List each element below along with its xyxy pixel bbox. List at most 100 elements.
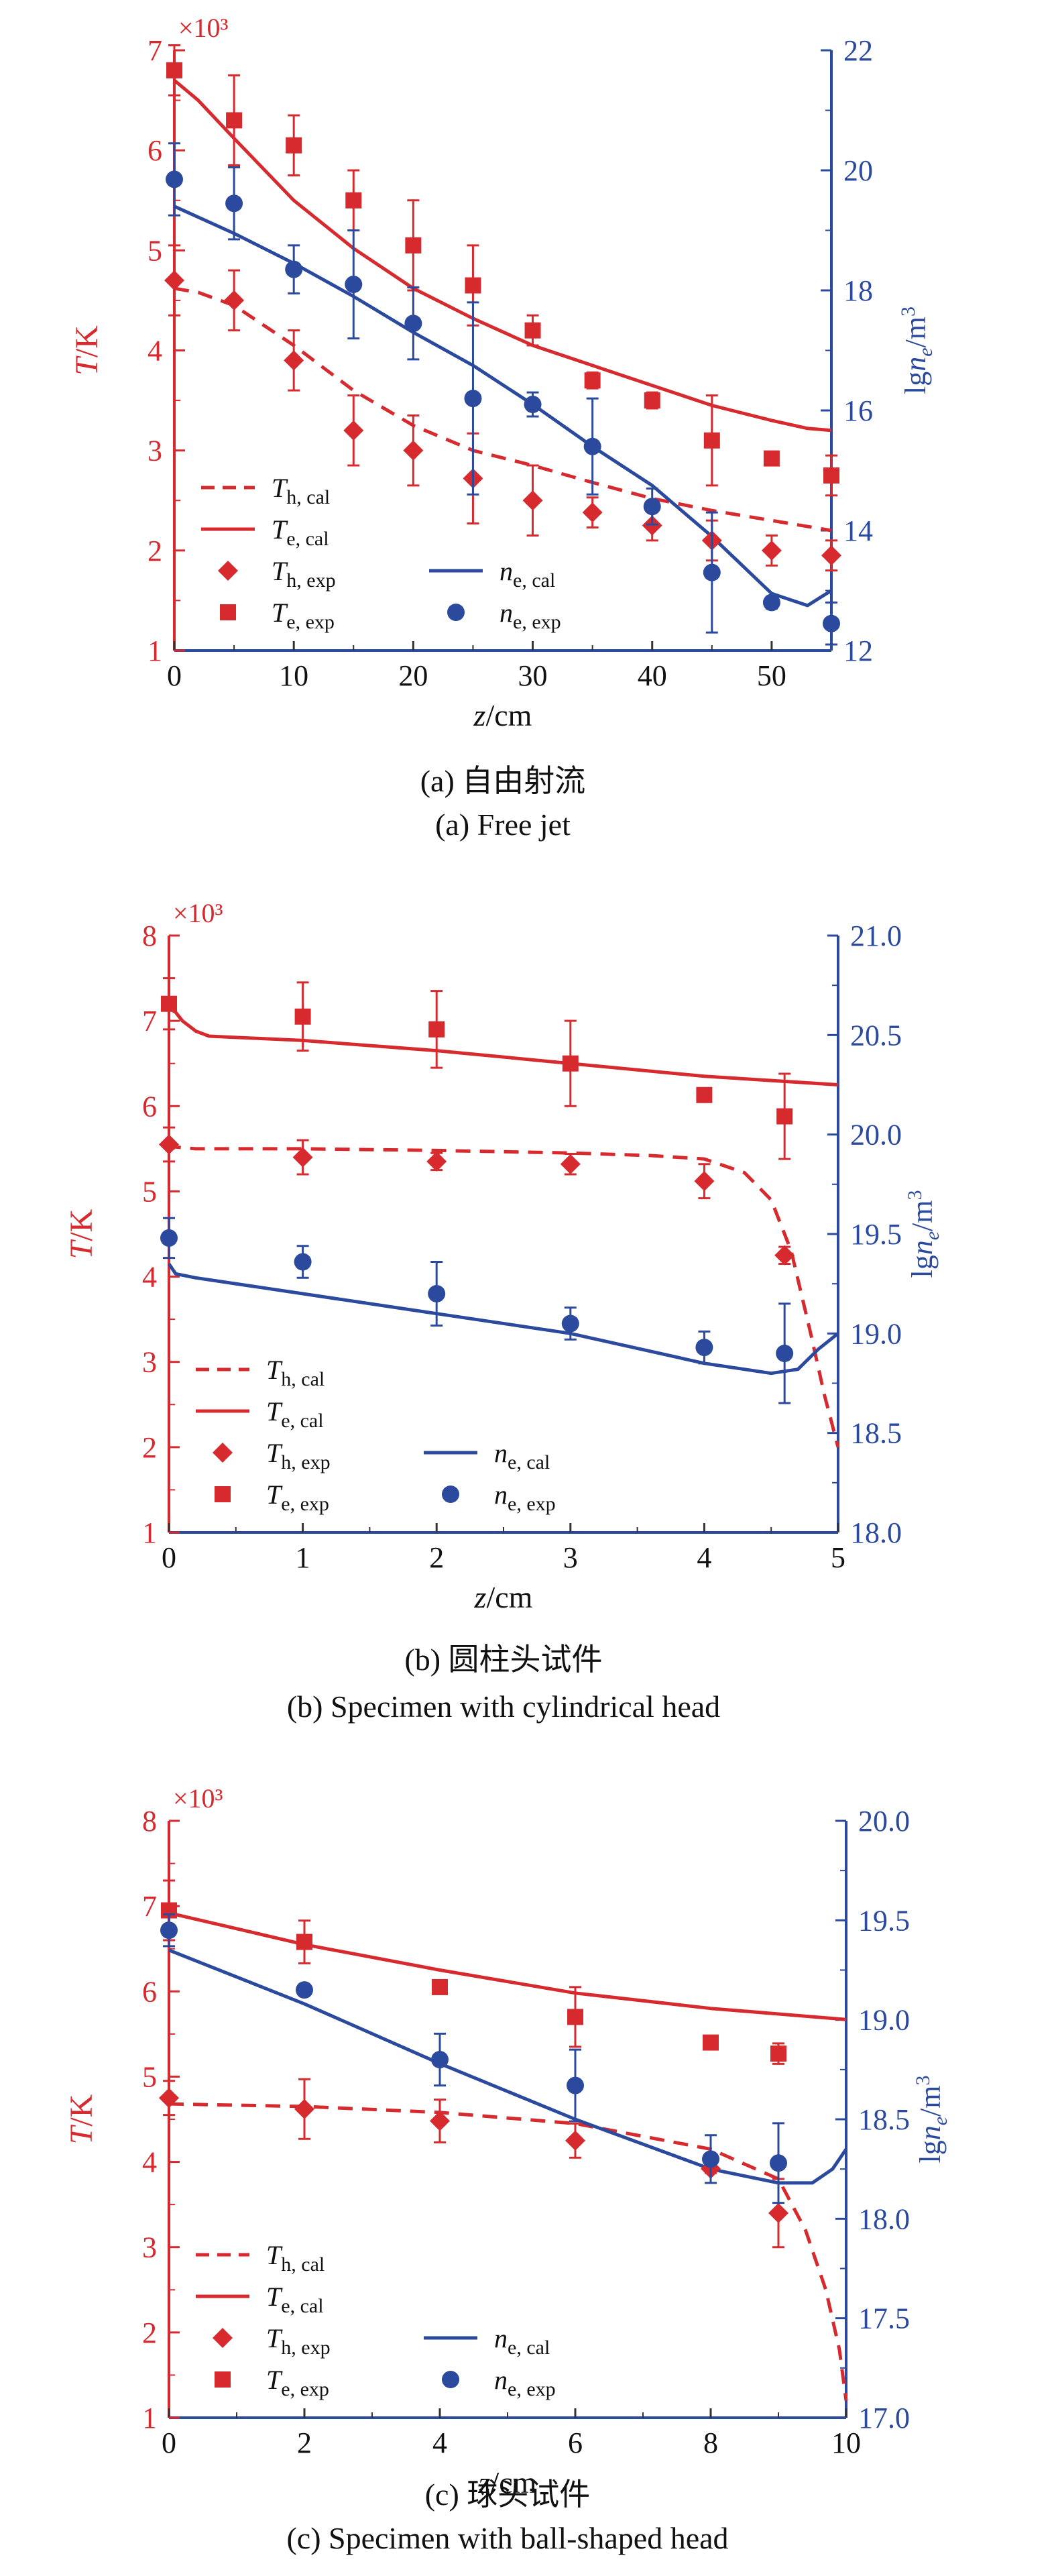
- data-point: [159, 1134, 179, 1155]
- legend: Th, cal Te, cal Th, exp Te, exp ne, cal ne, e…: [196, 2240, 556, 2400]
- legend-item: ne, exp: [447, 598, 561, 633]
- data-point: [430, 2111, 450, 2131]
- data-point: [776, 1345, 794, 1362]
- left-tick-label: 4: [142, 1261, 157, 1294]
- data-point: [296, 1934, 312, 1950]
- series-line: [168, 1006, 839, 1086]
- caption-english: (c) Specimen with ball-shaped head: [286, 2521, 728, 2555]
- left-tick-label: 5: [142, 1175, 157, 1208]
- series-t-e-exp: [161, 977, 793, 1160]
- right-tick-label: 17.0: [858, 2402, 910, 2434]
- data-point: [431, 2051, 449, 2068]
- data-point: [761, 540, 782, 561]
- legend-item: ne, cal: [424, 2323, 550, 2359]
- series-t-e-cal: [168, 1911, 847, 2021]
- series-t-e-cal: [168, 1006, 839, 1086]
- legend-label: Th, exp: [266, 1438, 331, 1473]
- series-t-h-cal: [168, 1139, 840, 1448]
- legend-label: Te, cal: [266, 2282, 324, 2317]
- left-tick-label: 6: [142, 1090, 157, 1123]
- legend-item: Th, exp: [218, 556, 336, 592]
- data-point: [703, 432, 720, 449]
- right-tick-label: 20.0: [850, 1119, 902, 1152]
- right-tick-label: 20.0: [858, 1805, 910, 1838]
- left-tick-label: 4: [148, 335, 162, 368]
- data-point: [565, 2130, 585, 2151]
- series-t-h-cal: [168, 2102, 848, 2401]
- x-tick-label: 30: [518, 659, 548, 692]
- data-point: [166, 170, 183, 188]
- data-point: [643, 498, 661, 516]
- data-point: [762, 594, 780, 612]
- legend-marker: [442, 2371, 459, 2388]
- data-point: [703, 2034, 719, 2051]
- legend-label: Te, cal: [272, 514, 329, 550]
- series-t-e-exp: [161, 1879, 786, 2065]
- left-tick-label: 1: [148, 634, 162, 667]
- x-tick-label: 4: [697, 1541, 711, 1574]
- x-tick-label: 3: [563, 1541, 578, 1574]
- data-point: [567, 2076, 584, 2094]
- x-tick-label: 6: [568, 2426, 583, 2459]
- data-point: [770, 2046, 786, 2062]
- legend-label: ne, cal: [494, 2323, 550, 2359]
- x-axis-label: z/cm: [473, 698, 532, 732]
- right-axis-label: lgne/m3: [912, 2075, 951, 2163]
- left-tick-label: 7: [142, 1890, 157, 1923]
- data-point: [345, 192, 362, 209]
- x-tick-label: 10: [279, 659, 308, 692]
- x-axis-label: z/cm: [474, 1580, 533, 1614]
- data-point: [823, 614, 840, 632]
- legend-item: Th, cal: [196, 2240, 325, 2276]
- series-t-h-exp: [159, 1126, 795, 1266]
- legend-marker: [215, 2371, 231, 2388]
- left-tick-label: 2: [142, 2316, 157, 2349]
- series-n-e-cal: [168, 1948, 848, 2185]
- data-point: [703, 563, 721, 581]
- data-point: [286, 137, 302, 154]
- right-tick-label: 17.5: [858, 2302, 910, 2335]
- x-tick-label: 8: [703, 2426, 718, 2459]
- legend-label: Th, exp: [266, 2323, 331, 2359]
- right-tick-label: 12: [843, 634, 873, 667]
- x-tick-label: 0: [162, 2426, 176, 2459]
- left-tick-label: 7: [148, 34, 162, 67]
- left-axis-label: T/K: [64, 1209, 99, 1259]
- data-point: [345, 276, 363, 294]
- left-tick-label: 3: [142, 2231, 157, 2264]
- caption-chinese: (a) 自由射流: [420, 764, 586, 798]
- left-tick-label: 5: [148, 234, 162, 267]
- data-point: [432, 1978, 448, 1995]
- data-point: [294, 2098, 314, 2119]
- legend-marker: [213, 1443, 233, 1463]
- series-line: [168, 2102, 848, 2401]
- caption-chinese: (b) 圆柱头试件: [404, 1642, 602, 1677]
- data-point: [522, 490, 543, 511]
- legend-marker: [213, 2328, 233, 2348]
- left-tick-label: 1: [142, 2402, 157, 2434]
- legend-label: ne, exp: [494, 1479, 556, 1515]
- data-point: [776, 1108, 793, 1125]
- series-t-h-exp: [164, 244, 841, 572]
- legend-marker: [442, 1486, 459, 1503]
- right-tick-label: 19.5: [858, 1904, 910, 1937]
- series-n-e-exp: [160, 1217, 794, 1404]
- legend-label: Th, cal: [272, 473, 330, 508]
- left-tick-label: 8: [142, 919, 157, 952]
- legend-item: ne, cal: [429, 556, 555, 592]
- chart-panel-1: 0 1 2 3 4 51234567818.018.519.019.520.020.521…: [64, 898, 943, 1724]
- left-tick-label: 8: [142, 1805, 157, 1838]
- legend-marker: [215, 1486, 231, 1502]
- legend-item: Te, cal: [196, 2282, 324, 2317]
- right-tick-label: 16: [843, 394, 873, 427]
- legend-label: Te, exp: [266, 2365, 329, 2400]
- series-t-e-cal: [173, 78, 832, 433]
- legend-item: Te, cal: [201, 514, 329, 550]
- data-point: [583, 437, 601, 455]
- right-tick-label: 19.5: [850, 1218, 902, 1251]
- data-point: [696, 1086, 713, 1103]
- x-tick-label: 2: [429, 1541, 444, 1574]
- data-point: [160, 1921, 178, 1940]
- right-axis-label: lgne/m3: [904, 1190, 943, 1278]
